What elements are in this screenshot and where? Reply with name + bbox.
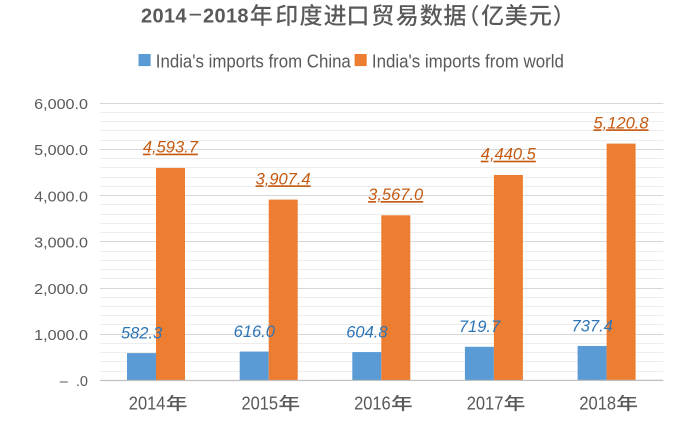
svg-text:口: 口 — [346, 3, 369, 29]
svg-text:4,440.5: 4,440.5 — [481, 146, 537, 164]
svg-text:易: 易 — [396, 3, 419, 29]
svg-text:582.3: 582.3 — [121, 324, 163, 342]
svg-text:4,000.0: 4,000.0 — [34, 189, 88, 205]
svg-text:数: 数 — [420, 3, 443, 29]
svg-text:2014: 2014 — [129, 394, 166, 414]
svg-text:2018: 2018 — [579, 394, 616, 414]
svg-text:）: ） — [553, 4, 575, 29]
svg-text:2016: 2016 — [354, 394, 391, 414]
svg-text:1,000.0: 1,000.0 — [34, 328, 88, 344]
svg-text:604.8: 604.8 — [346, 323, 388, 341]
svg-text:美: 美 — [505, 3, 528, 29]
svg-text:度: 度 — [300, 3, 323, 29]
svg-text:3,907.4: 3,907.4 — [256, 170, 311, 188]
svg-text:3,000.0: 3,000.0 — [34, 236, 88, 252]
svg-text:2015: 2015 — [241, 394, 278, 414]
svg-text:年: 年 — [504, 395, 526, 414]
svg-text:5,000.0: 5,000.0 — [34, 143, 88, 159]
svg-text:据: 据 — [443, 3, 466, 29]
svg-text:India's imports from world: India's imports from world — [372, 52, 564, 72]
svg-text:年: 年 — [166, 395, 188, 414]
svg-text:贸: 贸 — [371, 3, 394, 29]
svg-text:年: 年 — [391, 395, 413, 414]
svg-text:India's imports from China: India's imports from China — [156, 52, 352, 72]
svg-text:（: （ — [457, 4, 479, 29]
svg-text:6,000.0: 6,000.0 — [34, 97, 88, 113]
svg-text:2017: 2017 — [467, 394, 504, 414]
svg-text:2014: 2014 — [141, 6, 187, 28]
svg-text:4,593.7: 4,593.7 — [143, 139, 199, 157]
svg-text:737.4: 737.4 — [572, 317, 613, 335]
svg-text:2018: 2018 — [203, 6, 249, 28]
svg-text:3,567.0: 3,567.0 — [368, 186, 424, 204]
svg-text:进: 进 — [324, 3, 347, 29]
svg-text:– .0: – .0 — [60, 374, 88, 390]
svg-text:年: 年 — [250, 3, 273, 29]
svg-text:719.7: 719.7 — [459, 318, 501, 336]
svg-text:616.0: 616.0 — [234, 323, 276, 341]
svg-text:亿: 亿 — [481, 3, 504, 29]
svg-text:2,000.0: 2,000.0 — [34, 282, 88, 298]
svg-text:年: 年 — [278, 395, 300, 414]
svg-text:印: 印 — [275, 3, 298, 29]
svg-text:元: 元 — [529, 3, 552, 29]
svg-text:年: 年 — [616, 395, 638, 414]
svg-text:5,120.8: 5,120.8 — [593, 114, 649, 132]
